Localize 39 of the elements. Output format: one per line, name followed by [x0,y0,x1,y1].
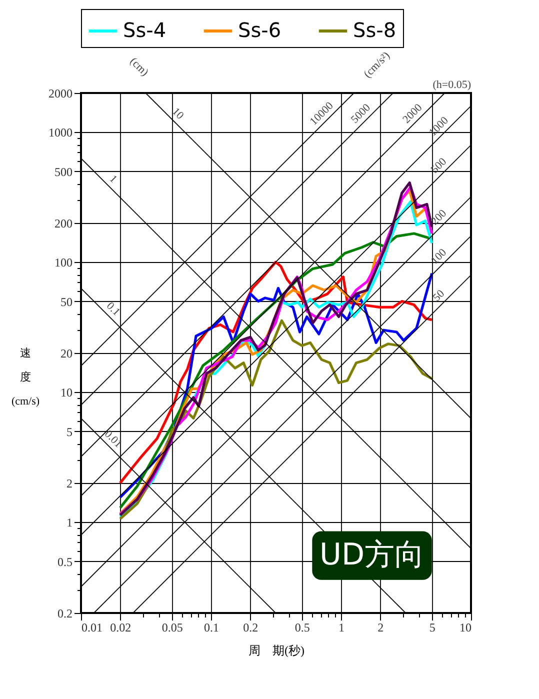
y-tick-label: 1 [66,516,72,530]
y-tick-label: 100 [54,256,72,270]
x-tick-label: 5 [429,620,436,634]
legend-label: Ss-4 [123,18,166,42]
y-tick-label: 10 [60,386,72,400]
legend-label: Ss-6 [238,18,282,42]
text: 0.1 [104,300,122,318]
x-tick-label: 10 [460,620,472,634]
y-tick-label: 1000 [48,126,72,140]
text: 100 [428,246,450,267]
x-tick-label: 0.01 [82,620,102,634]
text: 1 [106,172,120,186]
x-tick-label: 0.1 [204,620,219,634]
y-tick-label: 0.5 [58,554,72,569]
text: 0.01 [102,428,124,450]
x-tick-label: 2 [378,620,384,634]
x-tick-label: 0.5 [294,620,310,634]
y-tick-label: 500 [54,164,72,179]
y-tick-label: 5 [66,424,72,439]
y-tick-label: 2000 [48,86,72,100]
text: (h=0.05) [432,79,472,91]
text: (cm) [127,55,151,79]
text: 10 [170,106,186,122]
y-tick-label: 200 [54,216,72,230]
x-tick-label: 0.02 [110,620,132,634]
x-axis-title: 周 期(秒) [248,644,304,658]
x-tick-label: 0.05 [162,620,183,634]
y-tick-label: 20 [60,346,72,360]
y-axis-title: 速度(cm/s) [11,346,40,408]
text: 200 [428,207,450,228]
text: 500 [428,155,450,176]
text: 50 [430,287,448,304]
legend-label: Ss-8 [353,18,396,42]
y-tick-label: 2 [66,476,72,490]
annotation: UD方向 [319,538,425,573]
x-tick-label: 1 [338,620,344,634]
y-tick-label: 0.2 [58,606,72,620]
x-tick-label: 0.2 [243,620,258,634]
y-tick-label: 50 [60,294,72,309]
